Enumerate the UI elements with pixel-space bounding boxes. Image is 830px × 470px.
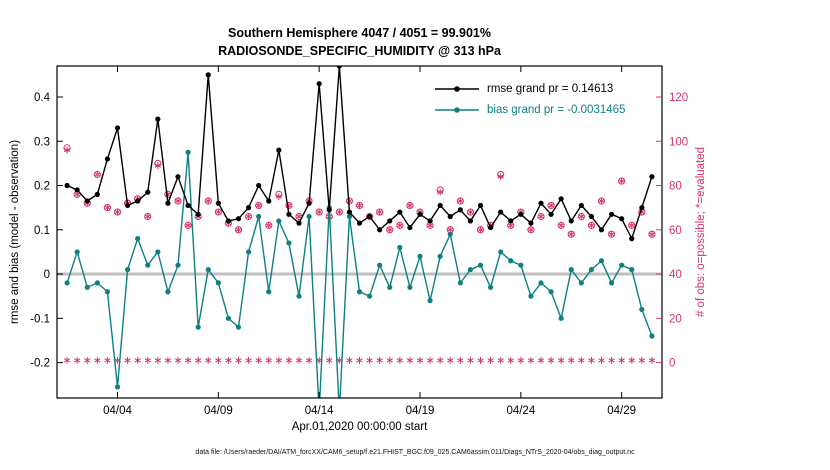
y-tick-label-right: 80 <box>669 181 682 193</box>
y-tick-label-right: 60 <box>669 225 682 237</box>
chart-title-line1: Southern Hemisphere 4047 / 4051 = 99.901… <box>228 26 491 40</box>
chart-title-line2: RADIOSONDE_SPECIFIC_HUMIDITY @ 313 hPa <box>218 44 501 58</box>
x-tick-label: 04/14 <box>305 405 334 417</box>
y-tick-label-left: 0.1 <box>34 225 50 237</box>
legend-marker-bias-icon <box>435 106 479 113</box>
legend-label-bias: bias grand pr = -0.0031465 <box>487 103 626 116</box>
x-axis-label: Apr.01,2020 00:00:00 start <box>291 421 428 433</box>
axis-ticks: 04/04 04/09 04/14 04/19 04/24 04/29 -0.2 -0.1 0 0… <box>30 66 688 417</box>
y-tick-label-right: 40 <box>669 269 682 281</box>
series-rmse <box>64 66 655 242</box>
y-tick-label-right: 0 <box>669 358 675 370</box>
series-bias <box>64 149 655 398</box>
x-tick-label: 04/19 <box>406 405 435 417</box>
x-tick-label: 04/29 <box>607 405 636 417</box>
legend-marker-rmse-icon <box>435 85 479 92</box>
y-axis-label-left: rmse and bias (model - observation) <box>9 139 21 325</box>
y-tick-label-left: 0 <box>44 269 50 281</box>
legend: rmse grand pr = 0.14613 bias grand pr = … <box>434 78 625 120</box>
legend-label-rmse: rmse grand pr = 0.14613 <box>487 82 614 95</box>
y-tick-label-left: -0.1 <box>30 313 50 325</box>
y-tick-label-left: 0.4 <box>34 92 51 104</box>
axes-box <box>56 65 663 399</box>
series-n_lower_band <box>63 356 656 364</box>
chart-title: Southern Hemisphere 4047 / 4051 = 99.901… <box>57 24 662 60</box>
x-tick-label: 04/09 <box>204 405 233 417</box>
y-tick-label-left: 0.2 <box>34 181 50 193</box>
y-tick-label-right: 20 <box>669 313 682 325</box>
y-tick-label-right: 120 <box>669 92 688 104</box>
y-tick-label-right: 100 <box>669 136 688 148</box>
x-tick-label: 04/04 <box>103 405 132 417</box>
x-tick-label: 04/24 <box>506 405 535 417</box>
data-file-caption: data file: /Users/raeder/DAI/ATM_forcXX/… <box>195 449 635 456</box>
y-axis-label-right: # of obs: o=possible; *=evaluated <box>695 146 707 318</box>
legend-entry-bias: bias grand pr = -0.0031465 <box>434 99 625 120</box>
y-tick-label-left: -0.2 <box>30 358 50 370</box>
legend-entry-rmse: rmse grand pr = 0.14613 <box>434 78 625 99</box>
y-tick-label-left: 0.3 <box>34 136 50 148</box>
